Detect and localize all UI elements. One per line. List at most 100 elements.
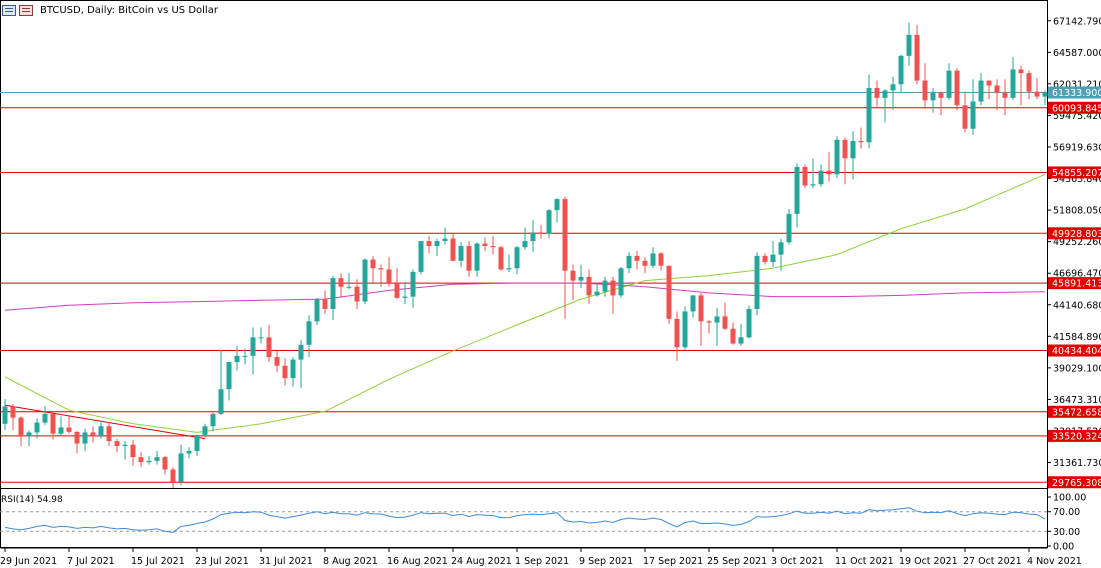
candle-2021-10-12 (842, 137, 848, 185)
candle-body (546, 210, 552, 234)
date-tick-label: 4 Nov 2021 (1027, 556, 1082, 567)
candle-2021-10-08 (810, 158, 816, 188)
candle-body (818, 170, 824, 185)
candle-2021-09-28 (730, 322, 736, 345)
candle-2021-10-06 (794, 163, 800, 228)
candle-body (706, 321, 712, 323)
candle-body (250, 337, 256, 356)
date-tick-label: 19 Oct 2021 (899, 556, 958, 567)
candle-body (738, 337, 744, 344)
candle-2021-08-05 (298, 339, 304, 388)
trendline[interactable] (4, 404, 206, 440)
candle-body (34, 422, 40, 433)
level-label-bg (1048, 405, 1101, 418)
candle-body (2, 406, 8, 424)
candle-2021-08-16 (386, 257, 392, 287)
candle-2021-10-07 (802, 164, 808, 188)
candle-2021-08-25 (458, 242, 464, 267)
candle-body (530, 232, 536, 242)
candle-body (658, 253, 664, 266)
one-click-trading-icon[interactable] (19, 4, 33, 16)
candle-2021-07-13 (114, 438, 120, 453)
candle-body (442, 238, 448, 242)
candle-2021-07-20 (170, 467, 176, 488)
candle-body (810, 184, 816, 186)
candle-2021-08-07 (314, 297, 320, 326)
candle-body (1034, 91, 1040, 97)
level-label-bg (1048, 101, 1101, 114)
candle-body (1010, 69, 1016, 98)
candle-body (330, 278, 336, 309)
candle-2021-10-22 (922, 63, 928, 109)
candle-2021-08-18 (402, 281, 408, 305)
candle-2021-06-30 (10, 404, 16, 430)
chart-window-icon[interactable] (2, 4, 16, 16)
candle-body (210, 413, 216, 427)
candle-2021-07-21 (178, 444, 184, 486)
candle-body (874, 87, 880, 98)
candle-body (178, 453, 184, 482)
level-label-bg (1048, 429, 1101, 442)
candle-body (18, 417, 24, 437)
candle-body (570, 270, 576, 281)
candle-body (202, 426, 208, 435)
candle-body (298, 344, 304, 360)
price-axis: 67142.790 64587.000 62031.210 59475.420 5691… (1047, 16, 1101, 469)
candle-body (890, 84, 896, 91)
candle-2021-09-15 (626, 252, 632, 274)
candle-2021-09-01 (514, 246, 520, 275)
candle-2021-07-18 (154, 450, 160, 465)
candle-body (898, 55, 904, 85)
candle-body (842, 139, 848, 159)
rsi-line (4, 507, 1046, 533)
candle-body (834, 139, 840, 175)
candle-2021-09-14 (618, 266, 624, 298)
candle-2021-09-11 (594, 283, 600, 297)
candle-2021-10-21 (914, 24, 920, 85)
candle-2021-10-18 (890, 76, 896, 111)
candle-2021-09-09 (578, 264, 584, 288)
candle-body (1026, 73, 1032, 92)
candle-2021-11-01 (1002, 79, 1008, 116)
candle-2021-09-18 (650, 247, 656, 269)
candle-2021-11-06 (1042, 90, 1048, 106)
candle-body (938, 92, 944, 98)
candle-body (154, 457, 160, 461)
level-label-6: 33520.324 (1048, 429, 1101, 442)
candle-body (258, 337, 264, 339)
candle-2021-08-21 (426, 236, 432, 254)
candle-2021-11-03 (1018, 65, 1024, 106)
candle-2021-08-08 (322, 290, 328, 314)
candle-body (714, 316, 720, 323)
candle-body (162, 457, 168, 470)
candle-2021-08-12 (354, 279, 360, 309)
candle-body (930, 92, 936, 101)
candle-body (306, 321, 312, 345)
candle-body (170, 469, 176, 482)
candle-body (882, 90, 888, 98)
candle-body (386, 269, 392, 284)
date-axis: 29 Jun 2021 7 Jul 2021 15 Jul 2021 23 Jul 2… (0, 548, 1082, 567)
candle-body (66, 427, 72, 432)
candle-2021-07-17 (146, 455, 152, 465)
candle-2021-07-29 (242, 348, 248, 365)
candle-2021-08-13 (362, 258, 368, 305)
candle-2021-07-19 (162, 455, 168, 475)
price-tick-label: 54363.840 (1053, 174, 1101, 185)
candle-2021-09-22 (682, 306, 688, 350)
candle-2021-10-14 (858, 127, 864, 149)
candle-body (858, 141, 864, 143)
candle-2021-10-31 (994, 79, 1000, 111)
level-label-text: 33520.324 (1052, 431, 1101, 442)
date-tick-label: 31 Jul 2021 (259, 556, 313, 567)
candle-2021-10-24 (938, 91, 944, 116)
candle-2021-07-14 (122, 441, 128, 460)
candle-2021-07-23 (194, 434, 200, 456)
candle-body (962, 105, 968, 129)
candle-2021-08-26 (466, 241, 472, 277)
candle-body (562, 199, 568, 271)
candle-2021-09-27 (722, 302, 728, 330)
trendline-line[interactable] (4, 404, 206, 440)
candle-2021-07-22 (186, 447, 192, 459)
